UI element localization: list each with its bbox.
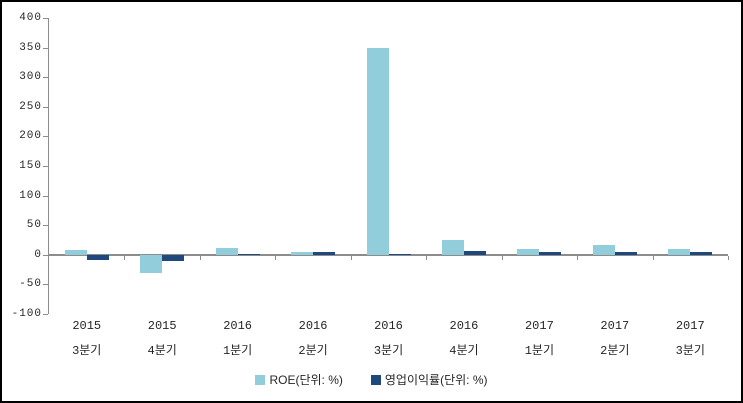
x-category-label: 2016 1분기 (200, 320, 275, 358)
bar-series2-cat4 (313, 252, 336, 255)
y-tick-label: 0 (34, 248, 42, 261)
x-label-quarter: 1분기 (524, 344, 555, 358)
y-tick-mark (43, 166, 48, 167)
x-tick-mark (728, 255, 729, 260)
x-tick-mark (124, 255, 126, 260)
bar-series2-cat6 (463, 251, 486, 255)
x-tick-mark (350, 255, 352, 260)
x-category-label: 2016 3분기 (351, 320, 426, 358)
x-label-quarter: 3분기 (72, 344, 102, 358)
y-tick-label: 350 (19, 41, 42, 54)
bar-series1-cat5 (366, 47, 389, 255)
x-label-year: 2016 (298, 319, 328, 333)
bar-series2-cat7 (539, 252, 562, 255)
y-tick-label: 400 (19, 12, 42, 24)
x-label-year: 2015 (72, 319, 102, 333)
bar-series2-cat1 (86, 254, 109, 261)
x-category-label: 2016 2분기 (275, 320, 350, 358)
x-tick-mark (275, 255, 277, 260)
y-tick-mark (43, 195, 48, 197)
legend-item-series1: ROE(단위: %) (255, 371, 343, 388)
x-label-quarter: 4분기 (147, 344, 177, 358)
x-label-year: 2015 (147, 319, 177, 333)
x-label-year: 2017 (524, 319, 554, 333)
x-tick-mark (199, 255, 201, 260)
y-tick-label: 200 (19, 130, 42, 143)
legend: ROE(단위: %) 영업이익률(단위: %) (2, 371, 741, 388)
x-category-label: 2015 4분기 (124, 320, 199, 358)
legend-label: ROE(단위: %) (269, 373, 343, 387)
y-tick-label: 150 (19, 160, 42, 172)
y-tick-mark (43, 314, 48, 315)
bar-series1-cat4 (291, 251, 314, 255)
x-label-year: 2017 (675, 319, 705, 333)
y-tick-label: 100 (19, 189, 42, 202)
bar-series2-cat9 (690, 252, 713, 255)
x-tick-mark (577, 255, 579, 260)
legend-swatch-icon (370, 374, 381, 385)
x-label-year: 2016 (449, 319, 479, 333)
x-tick-mark (501, 255, 503, 260)
bar-series2-cat2 (162, 254, 185, 261)
bar-series1-cat6 (441, 240, 464, 255)
y-tick-label: 50 (26, 219, 42, 232)
x-label-quarter: 3분기 (373, 344, 404, 358)
y-tick-mark (43, 254, 48, 256)
x-label-quarter: 3분기 (675, 344, 705, 358)
x-label-quarter: 1분기 (222, 344, 253, 358)
y-tick-mark (43, 284, 48, 286)
x-category-label: 2017 3분기 (653, 320, 728, 358)
legend-item-series2: 영업이익률(단위: %) (370, 371, 488, 388)
bar-series1-cat3 (215, 248, 238, 255)
y-axis-line (48, 18, 49, 314)
y-tick-label: -50 (19, 278, 42, 291)
y-tick-label: 300 (19, 71, 42, 84)
bar-series2-cat8 (614, 251, 637, 255)
x-label-quarter: 2분기 (600, 344, 630, 358)
y-tick-mark (43, 225, 48, 227)
x-category-label: 2015 3분기 (49, 320, 124, 358)
y-tick-mark (43, 18, 48, 19)
y-tick-mark (43, 47, 48, 49)
bar-series2-cat3 (237, 253, 260, 255)
x-axis-zero-line (49, 253, 728, 256)
bar-series1-cat9 (668, 249, 691, 255)
x-tick-mark (652, 255, 654, 260)
x-category-label: 2017 2분기 (577, 320, 652, 358)
y-tick-label: -100 (11, 308, 42, 320)
bar-series2-cat5 (388, 253, 411, 255)
y-tick-mark (43, 77, 48, 79)
x-label-year: 2016 (374, 319, 403, 333)
bar-series1-cat7 (517, 249, 540, 255)
y-tick-label: 250 (19, 100, 42, 113)
legend-label: 영업이익률(단위: %) (384, 373, 488, 387)
x-category-label: 2016 4분기 (426, 320, 501, 358)
y-tick-mark (43, 136, 48, 138)
x-label-quarter: 2분기 (298, 344, 328, 358)
bar-series1-cat8 (592, 245, 615, 255)
x-tick-mark (426, 255, 428, 260)
x-label-quarter: 4분기 (449, 344, 479, 358)
x-category-label: 2017 1분기 (502, 320, 577, 358)
y-tick-mark (43, 106, 48, 108)
bar-series1-cat1 (64, 250, 87, 255)
legend-swatch-icon (255, 374, 266, 385)
bar-series1-cat2 (140, 254, 163, 273)
x-label-year: 2017 (600, 319, 630, 333)
x-label-year: 2016 (223, 319, 252, 333)
